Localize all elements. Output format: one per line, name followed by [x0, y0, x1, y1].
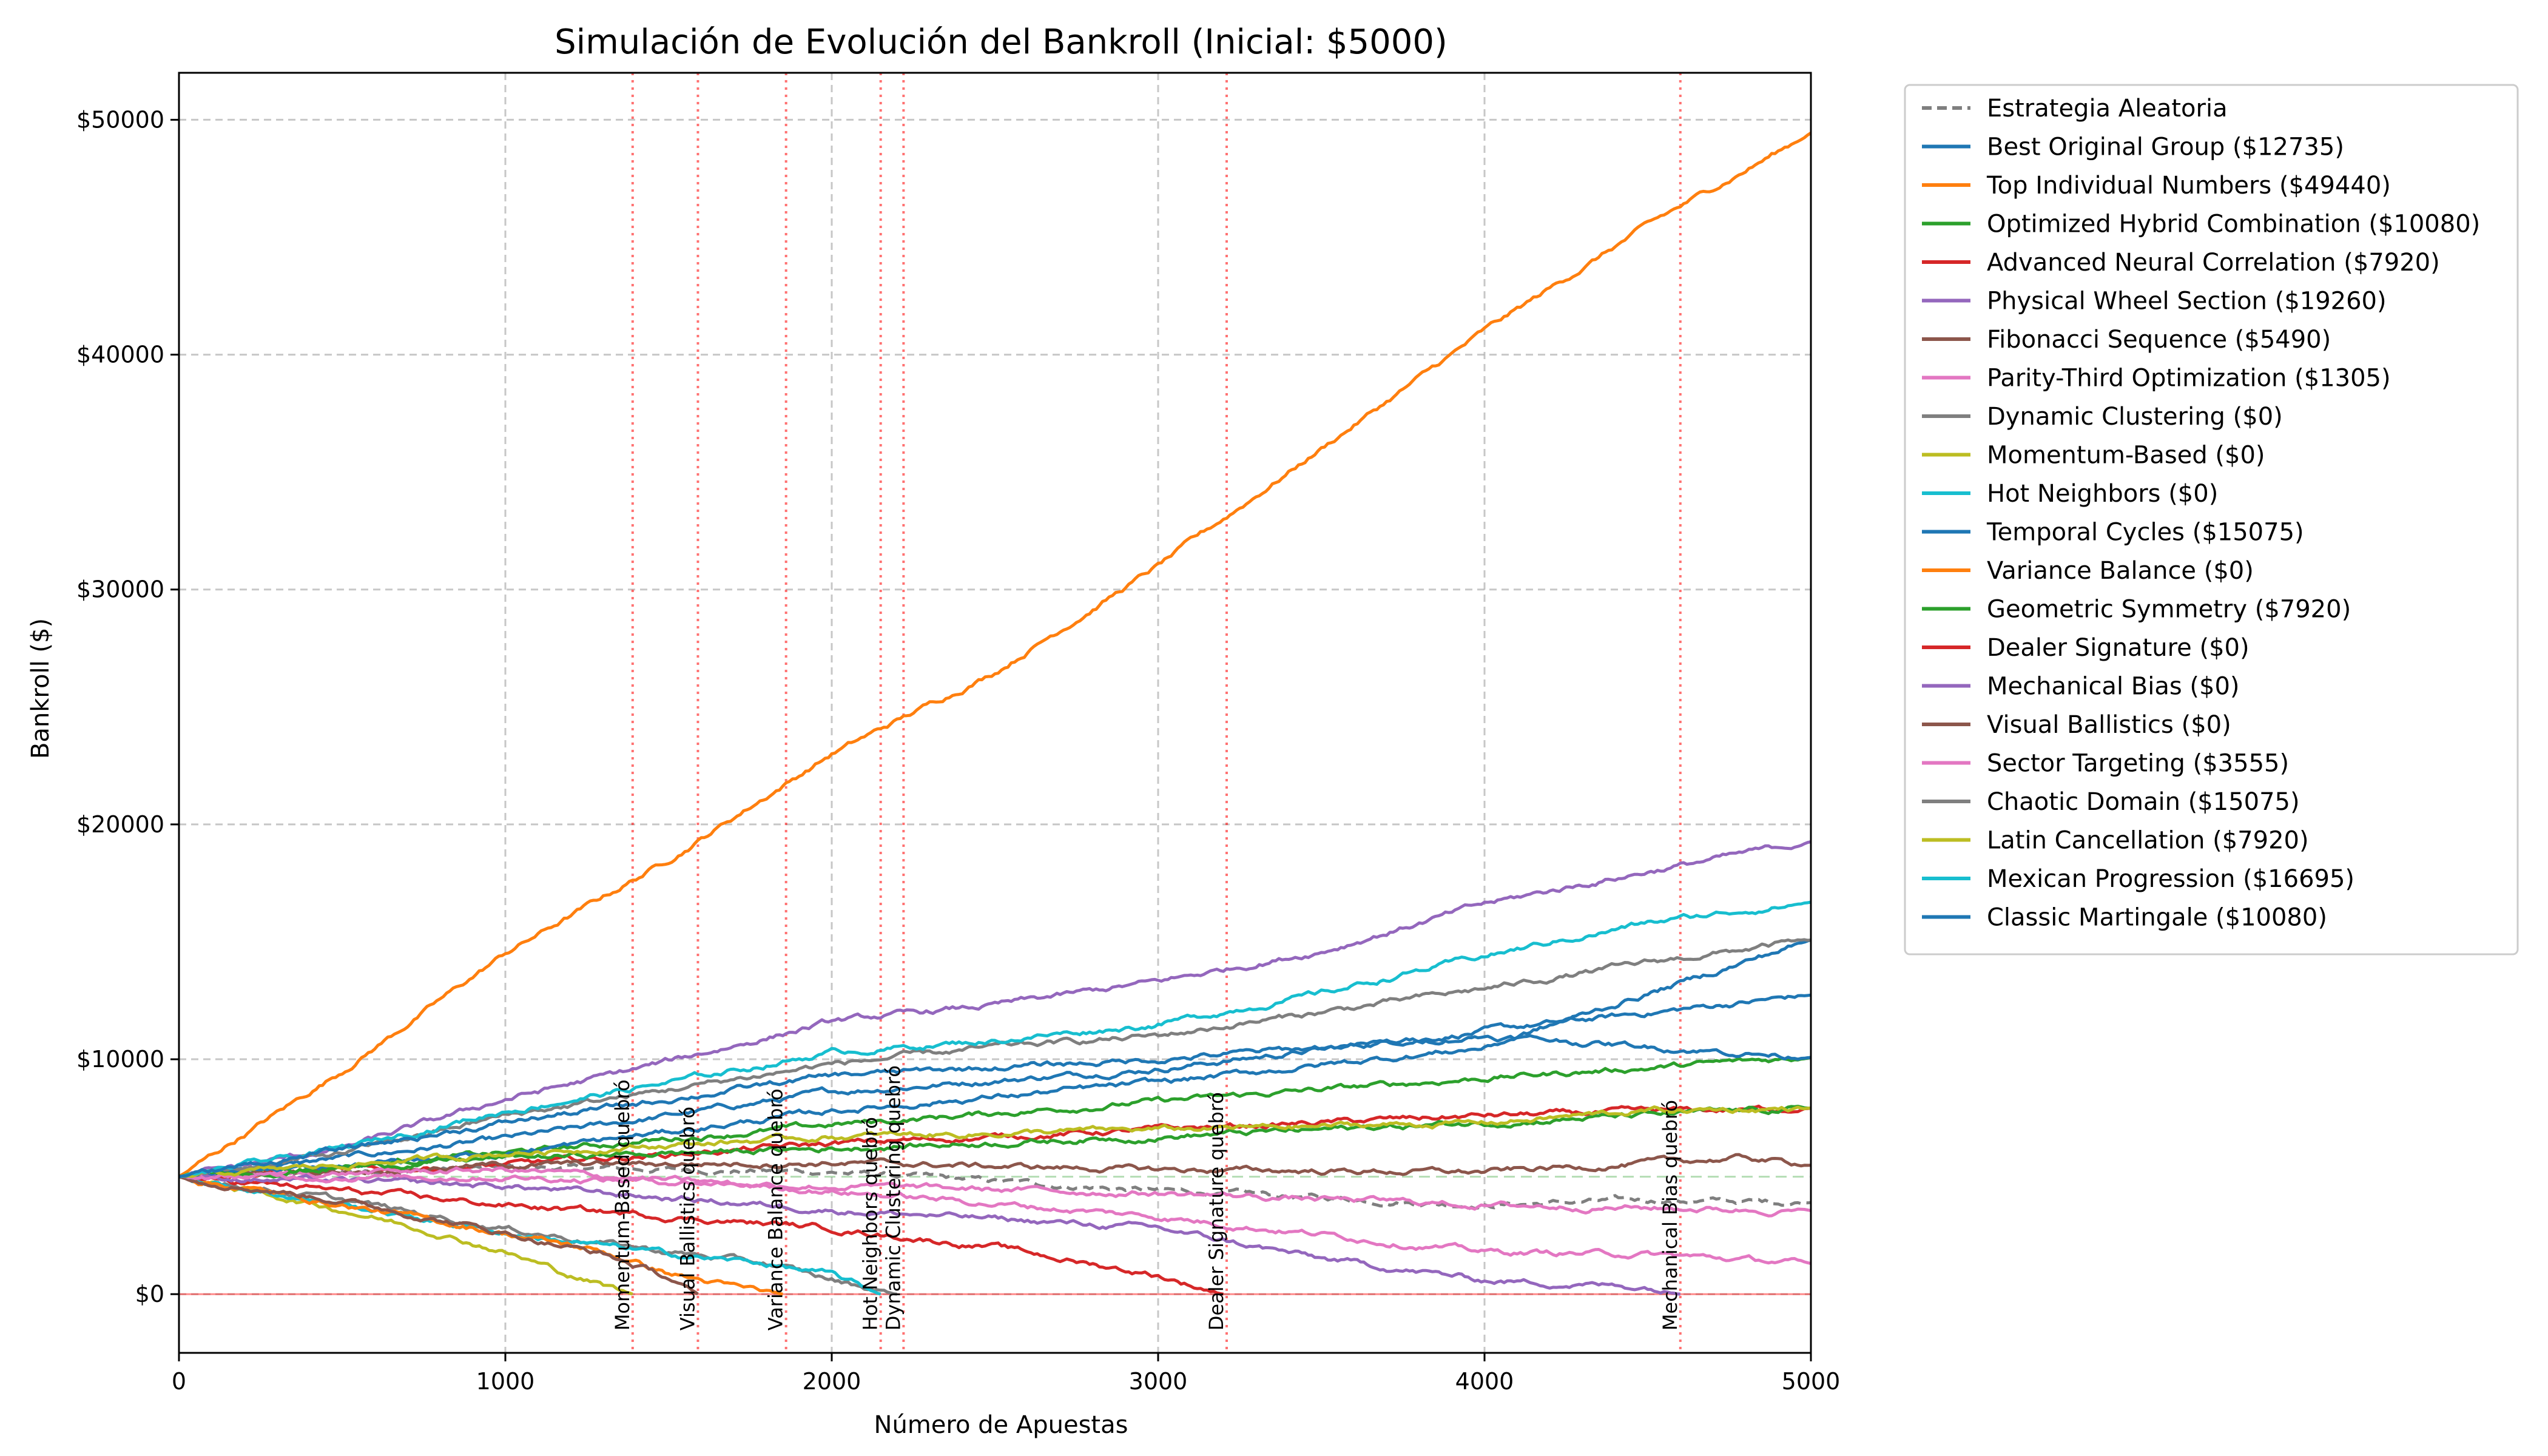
bankruptcy-label: Visual Ballistics quebró	[676, 1107, 699, 1330]
legend-label: Physical Wheel Section ($19260)	[1987, 288, 2387, 315]
legend-label: Geometric Symmetry ($7920)	[1987, 596, 2351, 624]
legend-label: Visual Ballistics ($0)	[1987, 711, 2231, 739]
legend-label: Dealer Signature ($0)	[1987, 634, 2250, 662]
legend-label: Advanced Neural Correlation ($7920)	[1987, 249, 2440, 277]
legend-label: Estrategia Aleatoria	[1987, 95, 2228, 123]
series-line	[178, 900, 1812, 1179]
legend-label: Sector Targeting ($3555)	[1987, 750, 2289, 778]
legend-label: Temporal Cycles ($15075)	[1986, 519, 2304, 547]
legend-label: Chaotic Domain ($15075)	[1987, 788, 2300, 816]
x-tick-label: 1000	[476, 1368, 535, 1395]
series-line	[179, 993, 1812, 1181]
y-tick-label: $10000	[76, 1046, 164, 1073]
bankruptcy-label: Momentum-Based quebró	[611, 1079, 634, 1330]
bankruptcy-label: Mechanical Bias quebró	[1659, 1100, 1682, 1330]
x-tick-label: 4000	[1455, 1368, 1514, 1395]
legend-label: Latin Cancellation ($7920)	[1987, 827, 2309, 855]
series-line	[178, 1153, 1812, 1179]
x-tick-label: 3000	[1129, 1368, 1188, 1395]
legend-label: Best Original Group ($12735)	[1987, 133, 2344, 161]
y-axis-label: Bankroll ($)	[27, 618, 55, 759]
series-line	[178, 1171, 1812, 1218]
y-tick-label: $30000	[76, 576, 164, 603]
y-tick-label: $50000	[76, 106, 164, 133]
y-tick-label: $0	[135, 1281, 164, 1307]
series-line	[178, 1105, 1812, 1179]
annotation-text-layer: Momentum-Based quebró Visual Ballistics q…	[611, 1065, 1682, 1330]
annotation-lines-layer	[631, 73, 1682, 1353]
series-line	[178, 1173, 1680, 1296]
legend-label: Optimized Hybrid Combination ($10080)	[1987, 211, 2480, 238]
series-line	[178, 1175, 1224, 1296]
series-line	[178, 1175, 699, 1296]
legend-label: Mechanical Bias ($0)	[1987, 673, 2240, 701]
legend-label: Dynamic Clustering ($0)	[1987, 403, 2283, 431]
legend-label: Fibonacci Sequence ($5490)	[1987, 326, 2331, 354]
bankruptcy-label: Hot Neighbors quebró	[859, 1117, 882, 1330]
x-tick-label: 5000	[1782, 1368, 1841, 1395]
legend-label: Top Individual Numbers ($49440)	[1986, 172, 2391, 200]
legend-label: Momentum-Based ($0)	[1987, 442, 2265, 470]
x-tick-label: 0	[172, 1368, 186, 1395]
bankruptcy-label: Dynamic Clustering quebró	[881, 1065, 905, 1330]
plot-frame	[178, 72, 1812, 1354]
legend-label: Classic Martingale ($10080)	[1987, 904, 2327, 932]
x-tick-label: 2000	[803, 1368, 861, 1395]
chart-title: Simulación de Evolución del Bankroll (In…	[554, 22, 1448, 62]
series-line	[178, 840, 1812, 1179]
legend-box	[1904, 84, 2519, 956]
x-axis-label: Número de Apuestas	[874, 1411, 1128, 1439]
grid-layer	[178, 73, 1812, 1353]
series-layer	[178, 132, 1812, 1296]
legend: Estrategia Aleatoria Best Original Group …	[1904, 84, 2519, 956]
series-line	[178, 1175, 881, 1296]
series-line	[178, 1166, 1812, 1266]
bankruptcy-label: Dealer Signature quebró	[1205, 1092, 1228, 1330]
legend-label: Variance Balance ($0)	[1987, 557, 2254, 585]
y-tick-label: $20000	[76, 811, 164, 838]
series-line	[178, 1034, 1812, 1179]
legend-label: Mexican Progression ($16695)	[1987, 865, 2354, 893]
legend-label: Hot Neighbors ($0)	[1987, 480, 2218, 508]
series-line	[178, 938, 1812, 1179]
bankruptcy-label: Variance Balance quebró	[764, 1088, 787, 1330]
legend-label: Parity-Third Optimization ($1305)	[1987, 365, 2391, 393]
y-tick-label: $40000	[76, 342, 164, 368]
ticks-layer: 0 1000 2000 3000 4000 5000 $0 $10000 $20000 $3000…	[76, 106, 1840, 1395]
series-line	[178, 1175, 633, 1296]
series-line	[178, 132, 1812, 1178]
